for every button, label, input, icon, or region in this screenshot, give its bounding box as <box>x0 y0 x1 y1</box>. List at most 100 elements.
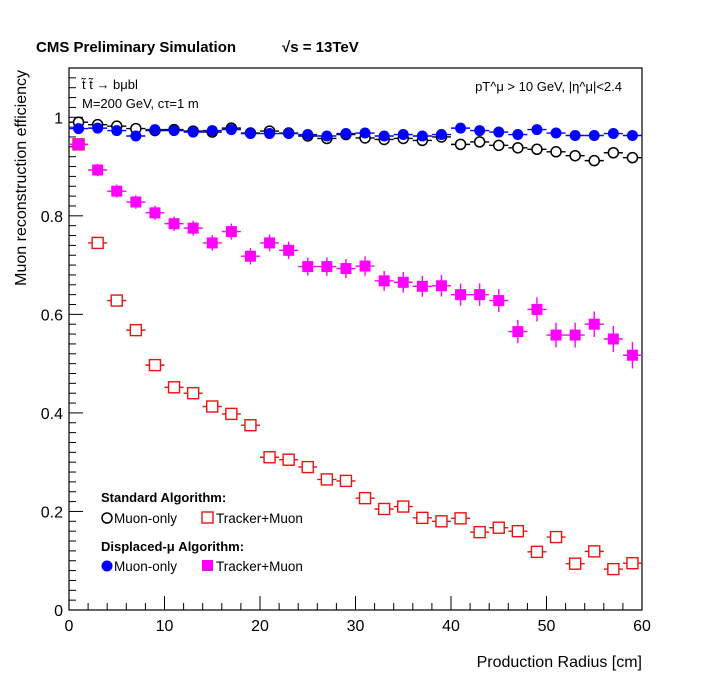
displaced-tracker-muon-point <box>435 280 447 292</box>
displaced-muon-only-point <box>168 125 180 137</box>
displaced-muon-only-point <box>493 126 505 138</box>
displaced-muon-only-point <box>92 122 104 134</box>
x-axis-label: Production Radius [cm] <box>477 654 642 671</box>
standard-tracker-muon-point <box>588 545 601 558</box>
displaced-muon-only-point <box>187 126 199 138</box>
axis-ticks: 0 10 20 30 40 50 60 0 0.2 0.4 0.6 0.8 1 <box>41 67 651 635</box>
standard-muon-only-point <box>588 154 600 167</box>
displaced-tracker-muon-point <box>264 237 276 249</box>
standard-tracker-muon-point <box>492 521 505 534</box>
annotation-cuts: pT^μ > 10 GeV, |η^μ|<2.4 <box>475 79 622 94</box>
displaced-tracker-muon-point <box>340 263 352 275</box>
displaced-tracker-muon-point <box>225 226 237 238</box>
displaced-tracker-muon-point <box>111 185 123 197</box>
standard-tracker-muon-point <box>377 502 391 516</box>
displaced-tracker-muon-point <box>149 207 161 219</box>
displaced-muon-only-point <box>225 124 237 136</box>
displaced-muon-only-point <box>416 130 428 142</box>
displaced-tracker-muon-point <box>321 261 333 273</box>
displaced-tracker-muon-point <box>359 260 371 272</box>
displaced-muon-only-point <box>512 129 524 141</box>
displaced-tracker-muon-point <box>378 275 390 287</box>
standard-tracker-muon-point <box>225 407 238 421</box>
standard-tracker-muon-point <box>320 473 334 486</box>
standard-tracker-muon-point <box>358 491 372 505</box>
displaced-tracker-muon-point <box>73 138 85 150</box>
standard-tracker-muon-point <box>301 460 314 474</box>
standard-muon-only-point <box>493 139 505 152</box>
displaced-tracker-muon-point <box>206 237 218 249</box>
standard-tracker-muon-point <box>186 387 200 400</box>
displaced-tracker-muon-point <box>130 196 142 208</box>
displaced-muon-only-point <box>244 128 256 140</box>
legend-displaced-header: Displaced-μ Algorithm: <box>101 539 244 554</box>
displaced-muon-only-point <box>588 130 600 142</box>
standard-tracker-muon-point <box>339 474 353 488</box>
chart-title: CMS Preliminary Simulation <box>36 39 236 56</box>
chart-title-energy: √s = 13TeV <box>282 39 359 56</box>
displaced-tracker-muon-point <box>168 218 180 230</box>
displaced-tracker-muon-point <box>550 329 562 341</box>
standard-tracker-muon-point <box>148 358 162 372</box>
legend-label-standard-muon-only: Muon-only <box>114 511 177 526</box>
displaced-tracker-muon-point <box>531 303 543 315</box>
displaced-tracker-muon-point <box>493 295 505 307</box>
y-tick-label: 0.6 <box>41 307 63 324</box>
displaced-muon-only-point <box>302 129 314 141</box>
annotation-process: t̃ t̃ → bμbl <box>81 77 138 92</box>
displaced-tracker-muon-point <box>302 261 314 273</box>
displaced-tracker-muon-point <box>569 329 581 341</box>
displaced-tracker-muon-point <box>187 222 199 234</box>
displaced-muon-only-point <box>626 130 638 142</box>
legend-label-standard-tracker-muon: Tracker+Muon <box>216 511 303 526</box>
x-tick-label: 0 <box>65 618 74 635</box>
displaced-muon-only-point <box>474 125 486 137</box>
displaced-muon-only-point <box>206 125 218 137</box>
standard-tracker-muon-point <box>511 524 525 538</box>
legend-label-displaced-muon-only: Muon-only <box>114 559 177 574</box>
displaced-muon-only-point <box>531 124 543 136</box>
standard-muon-only-point <box>454 138 467 151</box>
standard-muon-only-point <box>550 146 562 158</box>
standard-muon-only-point <box>512 142 524 154</box>
legend-marker-standard-muon-only <box>101 512 113 524</box>
y-tick-label: 0.4 <box>41 406 63 423</box>
standard-tracker-muon-point <box>129 323 143 337</box>
standard-muon-only-point <box>626 151 639 164</box>
displaced-tracker-muon-point <box>512 326 524 338</box>
data-marks <box>69 116 642 576</box>
displaced-muon-only-point <box>130 130 142 142</box>
y-tick-label: 0 <box>54 603 63 620</box>
displaced-muon-only-point <box>73 123 85 135</box>
standard-tracker-muon-point <box>454 512 467 525</box>
displaced-muon-only-point <box>359 127 371 139</box>
standard-tracker-muon-point <box>568 557 582 570</box>
displaced-muon-only-point <box>149 124 161 136</box>
x-tick-label: 60 <box>633 618 651 635</box>
standard-tracker-muon-point <box>607 562 620 576</box>
displaced-tracker-muon-point <box>588 318 600 330</box>
displaced-muon-only-point <box>455 122 467 134</box>
displaced-tracker-muon-point <box>455 289 467 301</box>
standard-tracker-muon-point <box>282 453 295 466</box>
displaced-tracker-muon-point <box>92 164 104 176</box>
standard-muon-only-point <box>569 149 581 162</box>
y-tick-label: 0.2 <box>41 504 63 521</box>
x-tick-label: 30 <box>347 618 365 635</box>
displaced-muon-only-point <box>111 125 123 137</box>
displaced-muon-only-point <box>378 130 390 142</box>
x-tick-label: 50 <box>538 618 556 635</box>
y-axis-label: Muon reconstruction efficiency <box>13 70 30 286</box>
standard-tracker-muon-point <box>473 525 486 539</box>
displaced-tracker-muon-point <box>244 250 256 262</box>
standard-tracker-muon-point <box>549 530 563 544</box>
standard-tracker-muon-point <box>263 451 276 464</box>
legend: Standard Algorithm: Muon-only Tracker+Mu… <box>101 490 303 574</box>
y-tick-label: 0.8 <box>41 209 63 226</box>
standard-tracker-muon-point <box>244 419 257 432</box>
standard-tracker-muon-point <box>110 294 123 307</box>
legend-marker-displaced-muon-only <box>101 560 113 572</box>
standard-tracker-muon-point <box>435 515 448 528</box>
legend-label-displaced-tracker-muon: Tracker+Muon <box>216 559 303 574</box>
standard-tracker-muon-point <box>91 236 104 250</box>
